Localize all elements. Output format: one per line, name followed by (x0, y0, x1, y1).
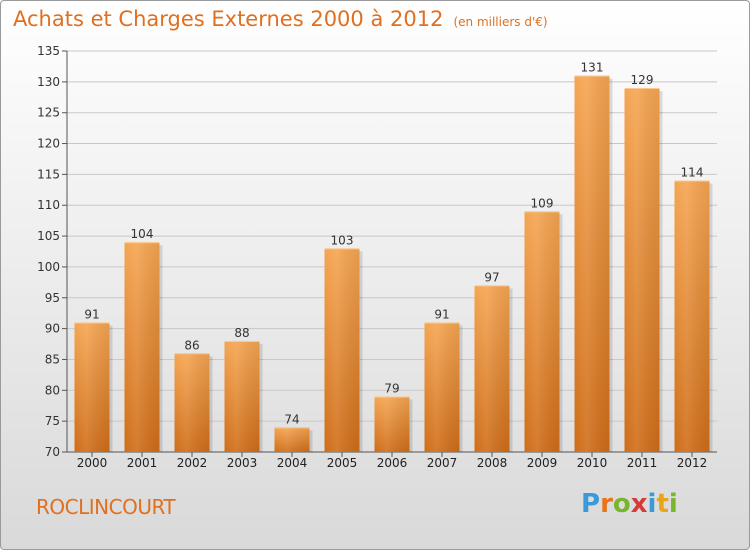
y-tick-label: 95 (45, 291, 60, 305)
x-tick-label: 2003 (227, 456, 258, 470)
bar-shine (624, 88, 660, 452)
bar-shine (574, 75, 610, 452)
y-tick-label: 125 (37, 106, 60, 120)
bar-shine (124, 242, 160, 452)
y-tick-label: 70 (45, 445, 60, 459)
bar-shine (224, 340, 260, 452)
x-tick-label: 2005 (327, 456, 358, 470)
chart-title-text: Achats et Charges Externes 2000 à 2012 (13, 7, 444, 31)
x-tick-label: 2001 (127, 456, 158, 470)
bar-shine (374, 396, 410, 452)
x-tick-label: 2008 (477, 456, 508, 470)
bar-shine (474, 285, 510, 452)
bar-shine (174, 353, 210, 452)
data-label: 114 (681, 166, 704, 180)
proxiti-logo: Proxiti (581, 489, 678, 519)
y-tick-label: 105 (37, 229, 60, 243)
bar-shine (524, 211, 560, 452)
y-tick-label: 85 (45, 352, 60, 366)
x-tick-label: 2000 (77, 456, 108, 470)
x-tick-label: 2009 (527, 456, 558, 470)
data-label: 91 (434, 307, 449, 321)
data-label: 103 (331, 233, 354, 247)
x-tick-label: 2006 (377, 456, 408, 470)
data-label: 88 (234, 326, 249, 340)
data-label: 109 (531, 196, 554, 210)
x-tick-label: 2011 (627, 456, 658, 470)
bars (74, 75, 713, 453)
city-name: ROCLINCOURT (36, 495, 176, 519)
bar-shine (324, 248, 360, 452)
bar-shine (424, 322, 460, 452)
bar-shine (74, 322, 110, 452)
y-tick-label: 80 (45, 383, 60, 397)
x-tick-label: 2010 (577, 456, 608, 470)
data-label: 79 (384, 381, 399, 395)
y-tick-label: 100 (37, 260, 60, 274)
y-tick-label: 120 (37, 137, 60, 151)
data-label: 97 (484, 270, 499, 284)
data-labels: 91 104 86 88 74 103 79 91 97 109 131 129 114 (84, 61, 703, 427)
x-tick-label: 2007 (427, 456, 458, 470)
x-tick-label: 2002 (177, 456, 208, 470)
data-label: 129 (631, 73, 654, 87)
x-tick-label: 2004 (277, 456, 308, 470)
y-tick-label: 115 (37, 167, 60, 181)
bar-shine (674, 180, 710, 453)
data-label: 91 (84, 307, 99, 321)
y-tick-label: 90 (45, 322, 60, 336)
data-label: 86 (184, 338, 199, 352)
data-label: 104 (131, 227, 154, 241)
data-label: 74 (284, 412, 299, 426)
y-tick-label: 135 (37, 44, 60, 58)
y-tick-label: 75 (45, 414, 60, 428)
data-label: 131 (581, 61, 604, 75)
y-tick-label: 130 (37, 75, 60, 89)
chart-title: Achats et Charges Externes 2000 à 2012 (e… (13, 7, 548, 31)
bar-shine (274, 427, 310, 452)
chart-unit: (en milliers d'€) (453, 15, 548, 29)
axes: 70 75 80 85 90 95 100 105 110 115 120 125 130 135 2000… (37, 44, 717, 470)
x-tick-label: 2012 (677, 456, 708, 470)
y-tick-label: 110 (37, 198, 60, 212)
